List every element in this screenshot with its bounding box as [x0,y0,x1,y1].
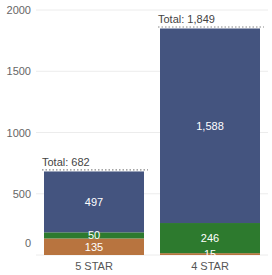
y-tick-label: 0 [25,237,31,249]
data-label: 135 [85,241,103,253]
y-tick-label: 500 [13,188,31,200]
page: {"chart_data": {"type": "bar", "stacked"… [0,0,272,275]
x-tick-label: 5 STAR [75,260,113,272]
bar-segment [160,28,260,223]
total-line [42,169,148,170]
data-label: 246 [201,232,219,244]
bars [44,28,260,255]
x-tick-label: 4 STAR [191,260,229,272]
total-label: Total: 682 [42,156,90,168]
y-tick-label: 2000 [7,4,31,16]
data-label: 15 [204,248,216,260]
y-grid [36,10,268,255]
y-tick-label: 1000 [7,127,31,139]
y-tick-label: 1500 [7,65,31,77]
total-label: Total: 1,849 [158,13,215,25]
grid-line [36,10,268,11]
total-line [158,26,264,27]
chart: 050010001500200013550497Total: 682152461… [0,0,272,275]
labels: 13550 497 Total: 682 15 246 1,588 Total: 1,849 [42,13,264,260]
data-label: 1,588 [196,120,224,132]
bar-segment [44,171,144,232]
data-label: 50 [88,229,100,241]
data-label: 497 [85,196,103,208]
